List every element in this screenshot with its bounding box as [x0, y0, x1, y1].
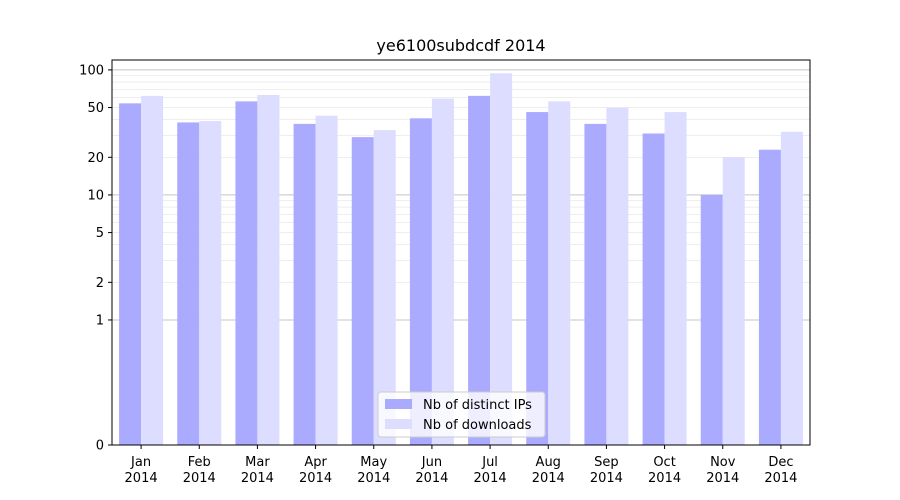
x-tick-label: Nov 2014: [706, 455, 739, 486]
x-tick-label: Aug 2014: [532, 455, 565, 486]
bar-downloads: [780, 131, 803, 445]
bar-downloads: [722, 157, 745, 445]
legend-swatch: [385, 419, 412, 429]
bar-downloads: [257, 94, 280, 446]
bar-distinct-ips: [700, 194, 723, 445]
bar-downloads: [664, 112, 687, 445]
bar-distinct-ips: [409, 118, 432, 445]
bar-downloads: [373, 130, 396, 445]
x-tick-label: Dec 2014: [764, 455, 797, 486]
y-tick-label: 10: [87, 188, 104, 203]
bar-distinct-ips: [584, 123, 607, 445]
legend: Nb of distinct IPs Nb of downloads: [377, 391, 546, 438]
x-tick-label: Apr 2014: [299, 455, 332, 486]
x-tick-label: Mar 2014: [241, 455, 274, 486]
bar-distinct-ips: [526, 112, 549, 445]
bar-distinct-ips: [119, 103, 142, 446]
bar-distinct-ips: [351, 137, 374, 445]
y-tick-label: 2: [96, 276, 104, 291]
y-tick-label: 100: [79, 63, 104, 78]
x-tick-label: May 2014: [357, 455, 390, 486]
x-tick-label: Jan 2014: [125, 455, 158, 486]
bar-distinct-ips: [293, 123, 316, 445]
y-tick-label: 1: [96, 313, 104, 328]
bar-downloads: [548, 101, 571, 445]
bar-downloads: [141, 95, 164, 446]
chart-title: ye6100subdcdf 2014: [376, 36, 545, 55]
bar-downloads: [431, 98, 454, 446]
bar-distinct-ips: [758, 149, 781, 446]
bar-distinct-ips: [235, 101, 258, 445]
x-tick-label: Feb 2014: [183, 455, 216, 486]
y-tick-label: 50: [87, 101, 104, 116]
y-tick-label: 5: [96, 226, 104, 241]
x-tick-label: Jun 2014: [415, 455, 448, 486]
bar-downloads: [490, 73, 513, 446]
legend-box: [377, 391, 546, 438]
y-tick-label: 0: [96, 439, 104, 454]
x-tick-label: Oct 2014: [648, 455, 681, 486]
bar-downloads: [606, 107, 629, 446]
bar-distinct-ips: [177, 122, 200, 445]
bars: [119, 73, 803, 446]
bar-distinct-ips: [468, 95, 491, 446]
plot-frame: [111, 59, 811, 446]
legend-label: Nb of downloads: [423, 418, 532, 433]
x-axis: Jan 2014 Feb 2014 Mar 2014 Apr 2014 May 2014 Jun 20…: [125, 445, 797, 486]
x-tick-label: Jul 2014: [474, 455, 507, 486]
legend-swatch: [385, 399, 412, 409]
bar-downloads: [315, 115, 338, 445]
grid: [112, 69, 810, 321]
legend-label: Nb of distinct IPs: [423, 398, 532, 413]
bar-distinct-ips: [642, 133, 665, 445]
bar-downloads: [199, 121, 222, 446]
y-tick-label: 20: [87, 151, 104, 166]
y-axis: 0 1 2 5 10 20 50 100: [79, 63, 112, 454]
x-tick-label: Sep 2014: [590, 455, 623, 486]
